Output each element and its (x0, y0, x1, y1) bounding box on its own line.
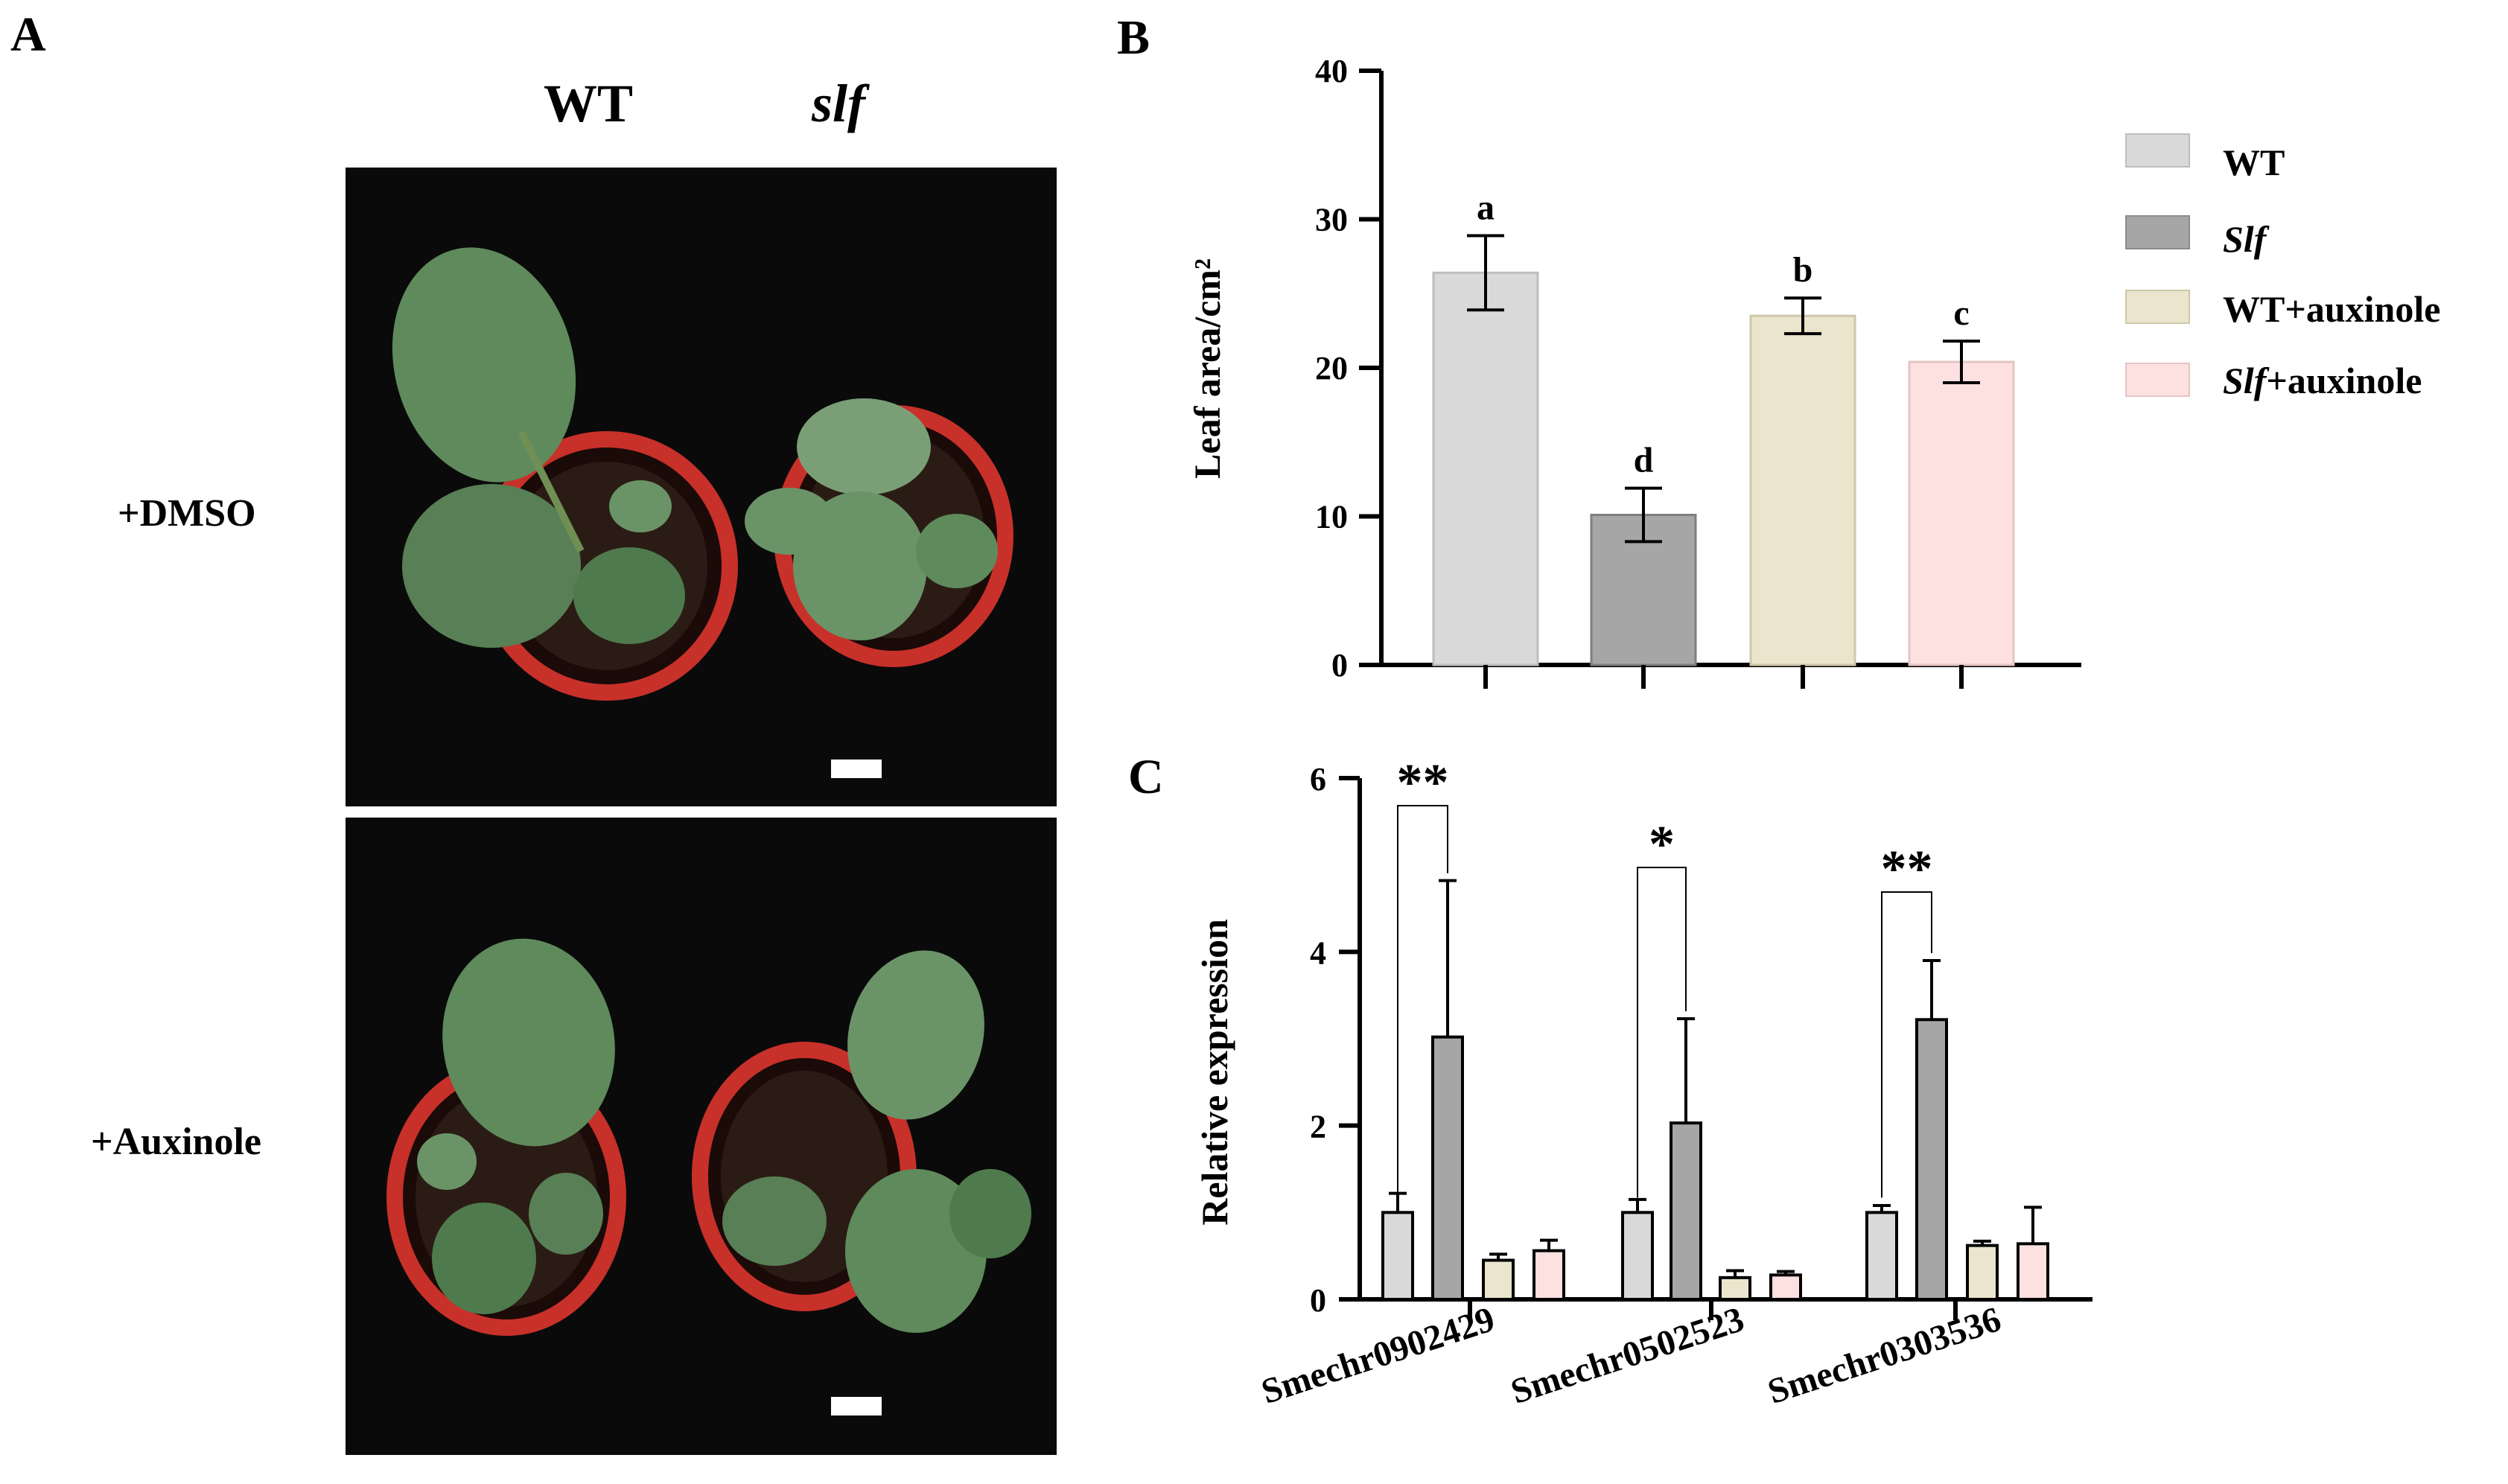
col-header-slf: slf (811, 74, 870, 133)
chart-b-sig-letter: a (1477, 188, 1495, 227)
chart-c-bar (1719, 1276, 1751, 1302)
chart-b-bar (1432, 271, 1539, 666)
chart-c-ylabel: Relative expression (1194, 919, 1235, 1226)
chart-c-sig-bracket (1637, 867, 1687, 1198)
col-header-wt: WT (544, 74, 633, 133)
chart-c-sig-bracket (1397, 805, 1448, 1198)
photo-auxinole (346, 818, 1057, 1455)
chart-c-ytick-label: 4 (1310, 934, 1326, 971)
legend: WT Slf WT+auxinole Slf+auxinole (2125, 133, 2440, 401)
legend-item-slf-auxinole: Slf+auxinole (2125, 360, 2422, 401)
legend-item-slf: Slf (2125, 215, 2270, 260)
svg-text:WT: WT (2223, 141, 2285, 183)
relative-expression-chart: 0 2 4 6 ** Smechr0902429 * Smechr0502523 ** Smech… (1257, 754, 2092, 1412)
slf-plant-auxinole (692, 950, 1031, 1333)
chart-b-sig-letter: d (1634, 441, 1654, 480)
chart-c-gene-label: Smechr0502523 (1506, 1299, 1749, 1412)
chart-c-gene-label: Smechr0303536 (1763, 1299, 2006, 1412)
chart-b-ytick-label: 0 (1331, 647, 1348, 684)
svg-text:WT+auxinole: WT+auxinole (2223, 288, 2440, 330)
chart-c-bar (1482, 1258, 1515, 1301)
chart-b-sig-letter: b (1793, 250, 1813, 290)
chart-b-sig-letter: c (1953, 293, 1969, 333)
slf-plant-dmso (745, 398, 1013, 667)
chart-b-bar (1749, 314, 1856, 666)
chart-c-bar (1966, 1243, 1999, 1301)
panel-c-letter: C (1128, 750, 1164, 804)
chart-b-bar (1908, 360, 2015, 666)
legend-item-wt: WT (2125, 133, 2285, 183)
wt-plant-dmso (392, 247, 738, 701)
chart-c-sig-bracket (1881, 891, 1932, 1198)
chart-c-bar (1865, 1211, 1898, 1302)
chart-c-ytick-label: 2 (1310, 1109, 1326, 1145)
svg-text:Slf+auxinole: Slf+auxinole (2223, 360, 2422, 401)
chart-b-ytick-label: 40 (1315, 53, 1348, 89)
legend-wt-aux-label: WT+auxinole (2223, 288, 2440, 330)
chart-c-ytick-label: 6 (1310, 761, 1326, 797)
chart-b-ylabel: Leaf area/cm² (1186, 258, 1228, 479)
chart-c-bar (1381, 1211, 1414, 1302)
chart-c-bar (1915, 1018, 1948, 1302)
chart-c-bar (2017, 1242, 2049, 1302)
chart-c-ytick-label: 0 (1310, 1282, 1326, 1319)
row-label-dmso: +DMSO (118, 492, 256, 535)
legend-wt-label: WT (2223, 141, 2285, 183)
chart-b-ytick-label: 30 (1315, 202, 1348, 238)
chart-c-bar (1670, 1121, 1702, 1301)
chart-c-bar (1431, 1035, 1464, 1301)
chart-c-gene-label: Smechr0902429 (1257, 1299, 1500, 1412)
chart-b-ytick-label: 10 (1315, 499, 1348, 535)
panel-b-letter: B (1117, 10, 1150, 65)
svg-text:Slf: Slf (2223, 218, 2270, 260)
chart-b-ytick-label: 20 (1315, 350, 1348, 386)
legend-item-wt-auxinole: WT+auxinole (2125, 288, 2440, 330)
panel-a-letter: A (10, 7, 46, 62)
chart-c-bar (1769, 1273, 1802, 1302)
row-label-auxinole: +Auxinole (91, 1121, 261, 1163)
legend-slf-label: Slf (2223, 218, 2270, 260)
chart-c-bar (1533, 1249, 1565, 1301)
photo-dmso (346, 168, 1057, 806)
leaf-area-chart: 0 10 20 30 40 a d b c (1315, 53, 2081, 689)
legend-slf-aux-label: +auxinole (2266, 360, 2422, 401)
chart-c-sig-stars: ** (1881, 841, 1933, 898)
chart-c-sig-stars: ** (1397, 754, 1449, 812)
wt-plant-auxinole (386, 938, 626, 1336)
chart-c-sig-stars: * (1649, 816, 1675, 873)
legend-slf-aux-italic: Slf (2223, 360, 2270, 401)
chart-c-bar (1621, 1211, 1654, 1302)
